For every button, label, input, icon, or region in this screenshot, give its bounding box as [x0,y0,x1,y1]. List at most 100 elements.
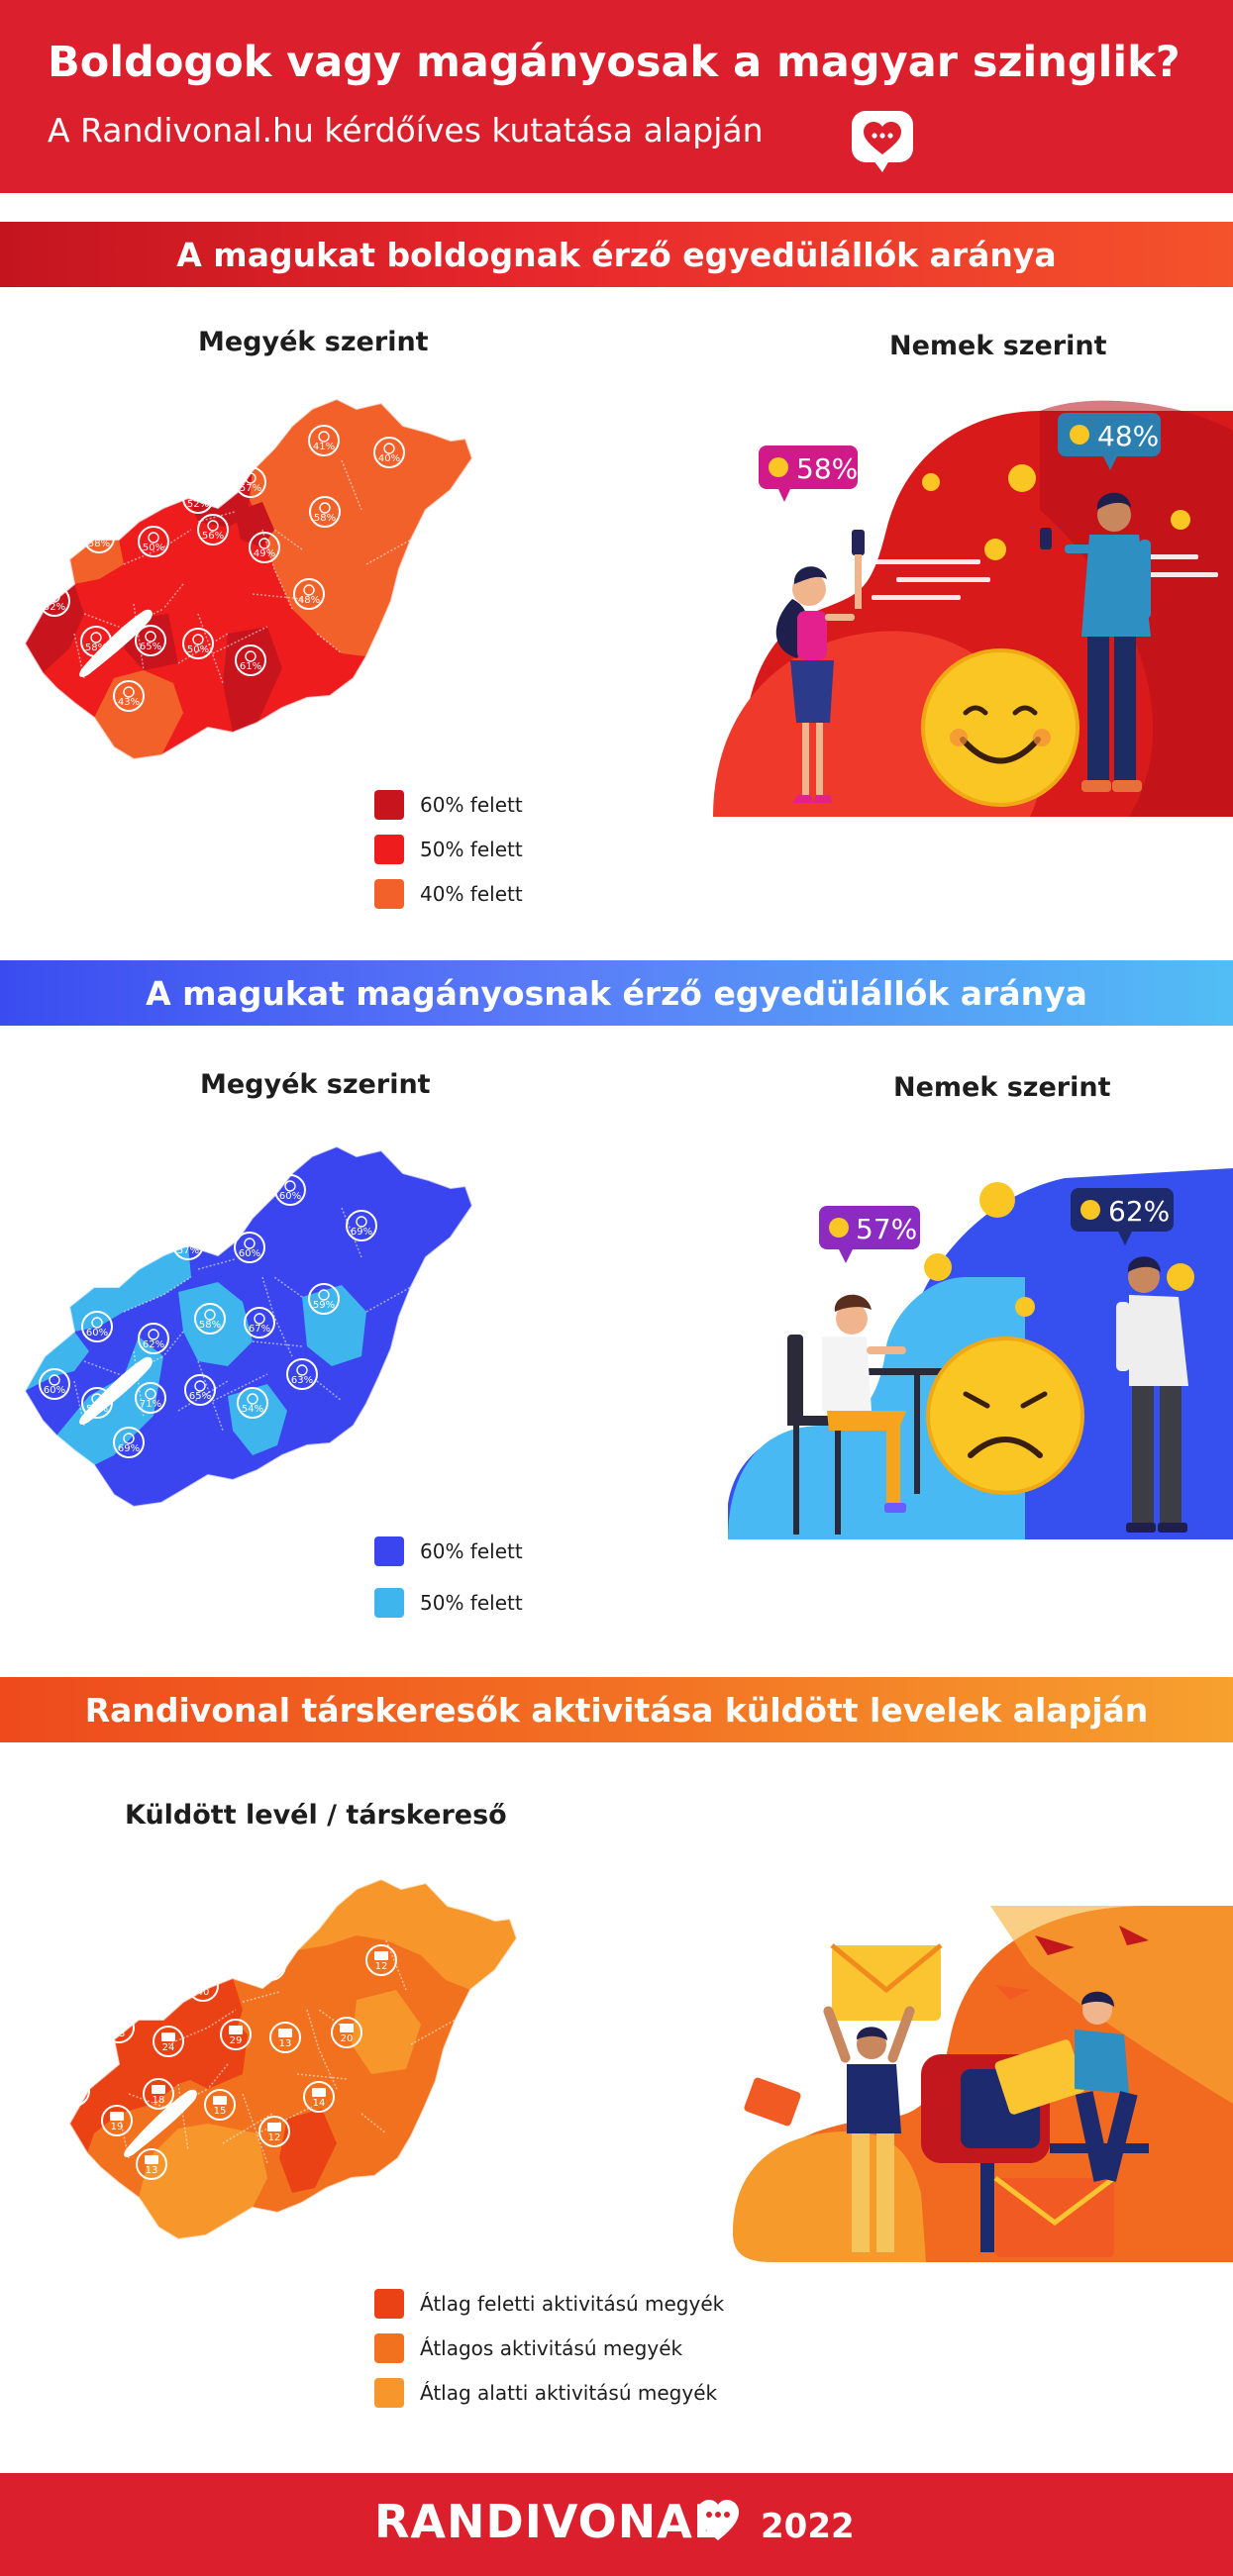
county-marker: 29 [220,2019,252,2050]
happy-female-value: 58% [796,452,858,485]
county-border [252,1340,303,1347]
county-marker: 57% [172,1229,204,1260]
legend-swatch [374,1536,404,1566]
county-border [306,2009,338,2090]
county-border [273,529,303,550]
happy-section-banner: A magukat boldognak érző egyedülállók ar… [0,222,1233,287]
county-marker: 52% [136,474,167,506]
county-value: 69% [351,1227,372,1238]
county-marker: 62% [138,1323,169,1354]
county-value: 58% [199,1320,221,1331]
county-marker: 50% [138,526,169,557]
county-value: 19 [111,2122,124,2132]
county-value: 60% [197,461,219,472]
county-value: 15 [306,1910,319,1921]
county-value: 58% [88,539,110,549]
county-value: 60% [279,1191,301,1202]
county-marker: 57% [235,466,266,498]
legend-swatch [374,1588,404,1618]
county-region [228,1384,287,1455]
county-value: 14 [313,2098,326,2109]
county-marker: 13 [136,2148,167,2180]
legend-item: Átlagos aktivitású megyék [374,2333,724,2363]
county-value: 59% [313,1300,335,1311]
county-region [94,670,183,759]
county-value: 22 [98,1978,111,1989]
county-region [297,1879,517,1990]
county-value: 62% [143,1339,164,1350]
county-value: 53% [126,1243,148,1254]
county-marker: 58% [80,626,112,657]
county-region [139,2124,267,2239]
legend-label: Átlag feletti aktivitású megyék [420,2292,725,2316]
county-value: 53% [86,1404,108,1415]
county-region [235,502,274,547]
legend-label: 50% felett [420,1591,523,1615]
county-value: 18 [153,2095,165,2106]
county-value: 49% [254,548,275,559]
mail-illustration [733,1906,1233,2262]
county-value: 21 [68,2032,81,2043]
legend-label: Átlagos aktivitású megyék [420,2336,683,2360]
county-marker: 50% [182,628,214,659]
page-subtitle: A Randivonal.hu kérdőíves kutatása alapj… [48,111,764,149]
county-value: 65% [189,1391,211,1402]
activity-legend: Átlag feletti aktivitású megyék Átlagos … [374,2289,724,2423]
county-value: 50% [187,644,209,655]
county-border [177,2083,189,2151]
county-region [69,540,124,584]
county-marker: 14 [303,2081,335,2113]
county-border [222,2113,273,2144]
county-border [177,633,229,664]
heart-chat-icon [697,2500,739,2540]
county-border [341,1207,362,1258]
county-border [177,1380,229,1412]
county-value: 41% [313,442,335,452]
country-outline [67,1877,519,2241]
legend-swatch [374,2333,404,2363]
county-border [167,2009,237,2045]
county-marker: 68% [192,1202,224,1234]
county-marker: 60% [192,445,224,476]
county-marker: 23 [103,2012,135,2043]
lake-balaton [79,1356,153,1425]
county-marker: 65% [135,625,166,656]
county-border [123,1276,192,1313]
county-marker: 60% [274,1174,306,1206]
legend-swatch [374,879,404,909]
county-border [261,529,293,610]
county-marker: 50% [39,1309,70,1340]
county-value: 40 [197,1987,210,1998]
lonely-section-banner: A magukat magányosnak érző egyedülállók … [0,960,1233,1026]
lonely-female-value: 57% [856,1213,917,1245]
county-marker: 52% [39,585,70,617]
county-value: 54% [242,1404,263,1415]
county-marker: 60% [81,1311,113,1342]
chat-heart-icon [852,111,913,172]
lonely-gender-label: Nemek szerint [893,1072,1111,1103]
county-value: 61% [240,661,261,672]
lonely-male-value: 62% [1108,1195,1170,1228]
country-outline [23,397,474,761]
county-border [162,583,184,610]
county-marker: 56% [197,514,229,545]
happy-male-value: 48% [1097,420,1159,452]
county-marker: 24 [153,2026,184,2057]
county-border [242,2093,268,2164]
happy-county-label: Megyék szerint [198,327,429,357]
county-region [302,1285,366,1366]
county-region [279,2109,337,2193]
county-value: 15 [214,2106,227,2117]
county-marker: 13 [269,2022,301,2053]
happy-gender-label: Nemek szerint [889,331,1107,361]
county-value: 60% [239,1248,260,1259]
county-border [162,1331,184,1357]
legend-item: 50% felett [374,835,523,864]
county-value: 58% [314,513,336,524]
county-border [316,1380,343,1402]
county-marker: 40 [187,1970,219,2002]
county-marker: 17 [59,2075,90,2107]
happy-legend: 60% felett 50% felett 40% felett [374,790,523,924]
county-value: 57% [240,483,261,494]
happy-county-map: 60% 41% 40% 49% 52% 52% 57% 58% 67% 58% 50% 56% 49% 5… [23,397,474,761]
